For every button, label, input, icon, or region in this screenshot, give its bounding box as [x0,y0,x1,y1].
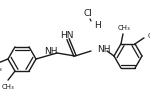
Text: H: H [94,22,101,31]
Text: CH₃: CH₃ [148,33,150,39]
Text: CH₃: CH₃ [118,25,130,31]
Text: Cl: Cl [84,10,93,19]
Text: NH: NH [97,46,111,55]
Text: CH₃: CH₃ [2,84,14,90]
Text: CH₃: CH₃ [0,66,2,72]
Text: NH: NH [44,48,57,56]
Text: HN: HN [60,32,74,41]
